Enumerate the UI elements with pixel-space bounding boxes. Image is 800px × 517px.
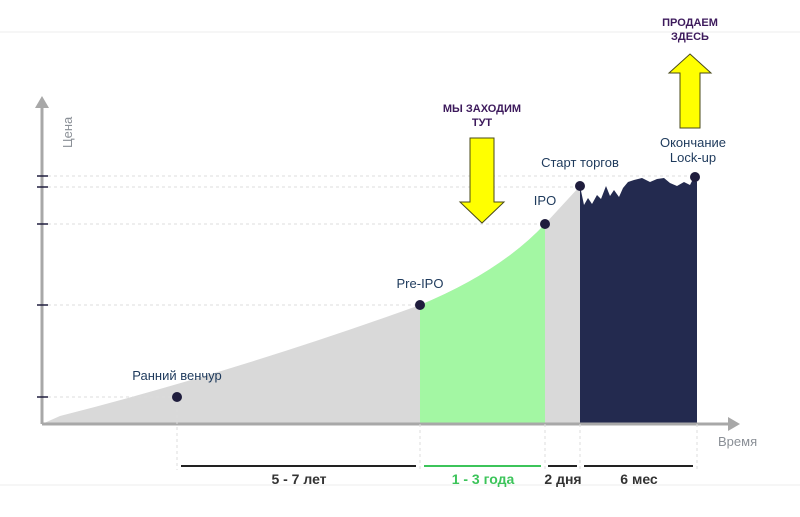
x-axis-label: Время	[718, 434, 757, 449]
sell-arrow-icon	[667, 53, 713, 129]
point-pre-ipo	[415, 300, 425, 310]
label-lockup-end-line2: Lock-up	[670, 150, 716, 165]
enter-note-line1: МЫ ЗАХОДИМ	[443, 103, 521, 115]
y-axis-arrow	[35, 96, 49, 108]
point-lockup-end	[690, 172, 700, 182]
navy-lockup-area	[580, 177, 697, 424]
point-early-venture	[172, 392, 182, 402]
label-early-venture: Ранний венчур	[132, 368, 222, 383]
duration-venture-label: 5 - 7 лет	[271, 471, 326, 487]
vertical-guides	[176, 397, 698, 470]
duration-preipo-label: 1 - 3 года	[452, 471, 515, 487]
duration-lockup-label: 6 мес	[620, 471, 658, 487]
label-trading-start: Старт торгов	[541, 155, 619, 170]
point-ipo	[540, 219, 550, 229]
y-axis-label: Цена	[60, 116, 75, 148]
point-trading-start	[575, 181, 585, 191]
x-axis-arrow	[728, 417, 740, 431]
label-pre-ipo: Pre-IPO	[397, 276, 444, 291]
sell-note-line2: ЗДЕСЬ	[671, 31, 709, 43]
horizontal-guides	[48, 175, 697, 398]
label-ipo: IPO	[534, 193, 556, 208]
enter-note-line2: ТУТ	[472, 117, 493, 129]
green-preipo-area	[420, 224, 545, 424]
duration-ipo-label: 2 дня	[544, 471, 581, 487]
enter-arrow-icon	[458, 137, 506, 224]
sell-note-line1: ПРОДАЕМ	[662, 17, 718, 29]
label-lockup-end-line1: Окончание	[660, 135, 726, 150]
